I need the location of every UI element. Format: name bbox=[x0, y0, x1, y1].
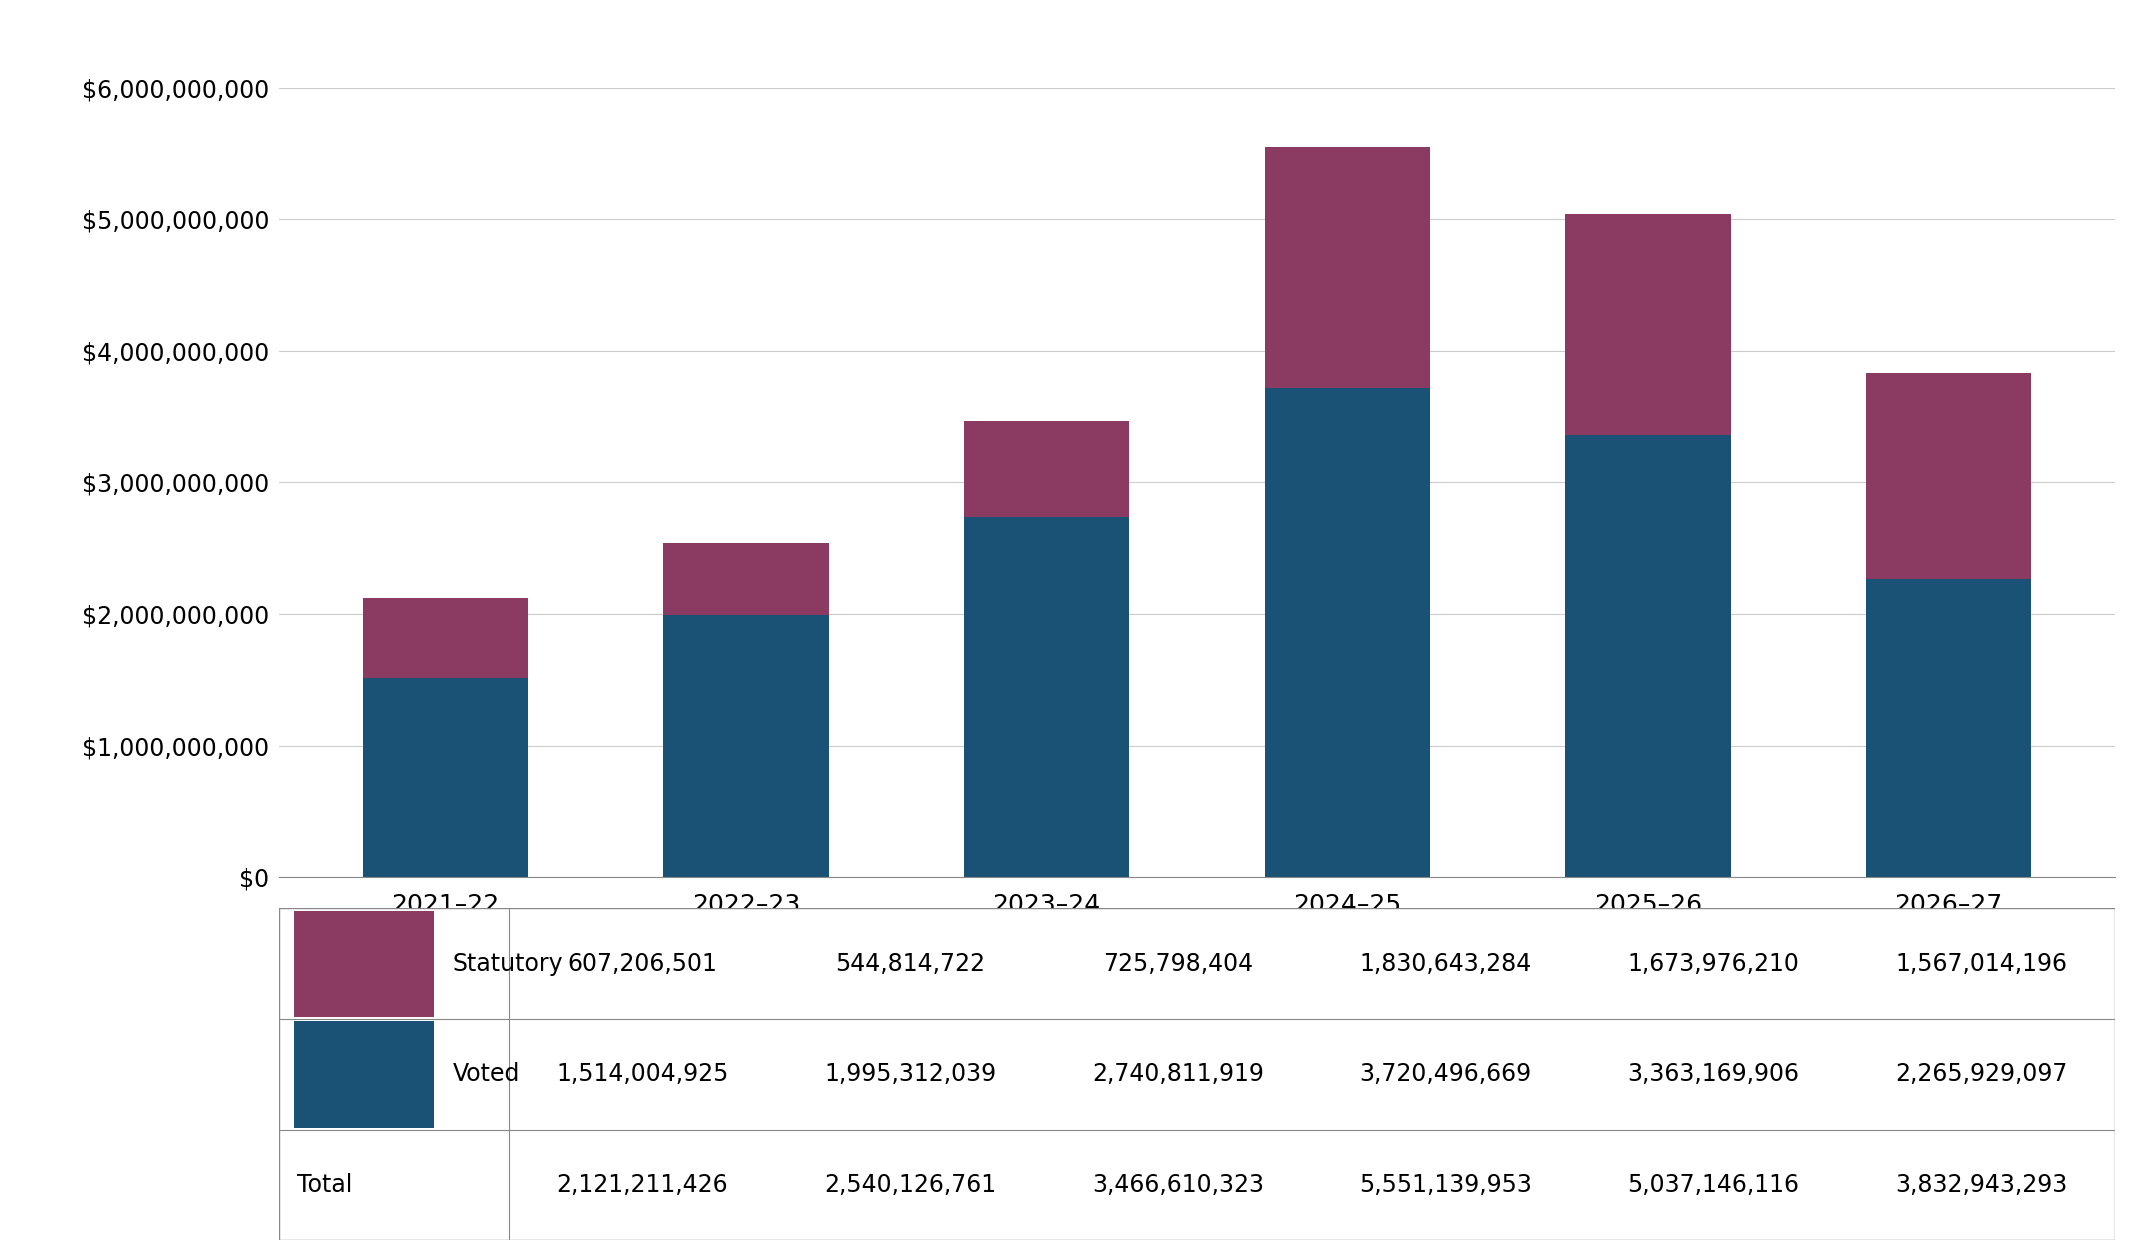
Bar bbox=[1265, 147, 1430, 387]
Text: 1,567,014,196: 1,567,014,196 bbox=[1896, 952, 2068, 976]
FancyBboxPatch shape bbox=[279, 908, 2115, 1240]
Text: 2,121,211,426: 2,121,211,426 bbox=[556, 1173, 728, 1197]
Text: 2,740,811,919: 2,740,811,919 bbox=[1093, 1063, 1265, 1086]
Text: 2,265,929,097: 2,265,929,097 bbox=[1896, 1063, 2068, 1086]
Bar bbox=[663, 614, 829, 877]
Text: 3,363,169,906: 3,363,169,906 bbox=[1627, 1063, 1799, 1086]
Text: 607,206,501: 607,206,501 bbox=[567, 952, 717, 976]
Text: 5,037,146,116: 5,037,146,116 bbox=[1627, 1173, 1799, 1197]
Text: 725,798,404: 725,798,404 bbox=[1104, 952, 1254, 976]
Text: 1,673,976,210: 1,673,976,210 bbox=[1627, 952, 1799, 976]
Text: 544,814,722: 544,814,722 bbox=[835, 952, 985, 976]
Bar bbox=[1866, 579, 2031, 877]
Text: 1,830,643,284: 1,830,643,284 bbox=[1359, 952, 1531, 976]
Text: Total: Total bbox=[298, 1173, 352, 1197]
Bar bbox=[294, 911, 434, 1017]
Bar bbox=[663, 543, 829, 614]
Text: 5,551,139,953: 5,551,139,953 bbox=[1359, 1173, 1533, 1197]
Text: Statutory: Statutory bbox=[453, 952, 563, 976]
Text: 1,995,312,039: 1,995,312,039 bbox=[824, 1063, 996, 1086]
Bar bbox=[964, 421, 1129, 516]
Text: 3,466,610,323: 3,466,610,323 bbox=[1093, 1173, 1265, 1197]
Bar bbox=[1866, 373, 2031, 579]
Text: 1,514,004,925: 1,514,004,925 bbox=[556, 1063, 728, 1086]
Bar bbox=[294, 1021, 434, 1128]
Text: 3,832,943,293: 3,832,943,293 bbox=[1896, 1173, 2068, 1197]
Bar bbox=[1565, 435, 1730, 877]
Text: 3,720,496,669: 3,720,496,669 bbox=[1359, 1063, 1531, 1086]
Bar bbox=[964, 516, 1129, 877]
Bar bbox=[363, 598, 528, 678]
Bar bbox=[1265, 387, 1430, 877]
Text: 2,540,126,761: 2,540,126,761 bbox=[824, 1173, 996, 1197]
Bar bbox=[1565, 214, 1730, 435]
Text: Voted: Voted bbox=[453, 1063, 520, 1086]
Bar bbox=[363, 678, 528, 877]
